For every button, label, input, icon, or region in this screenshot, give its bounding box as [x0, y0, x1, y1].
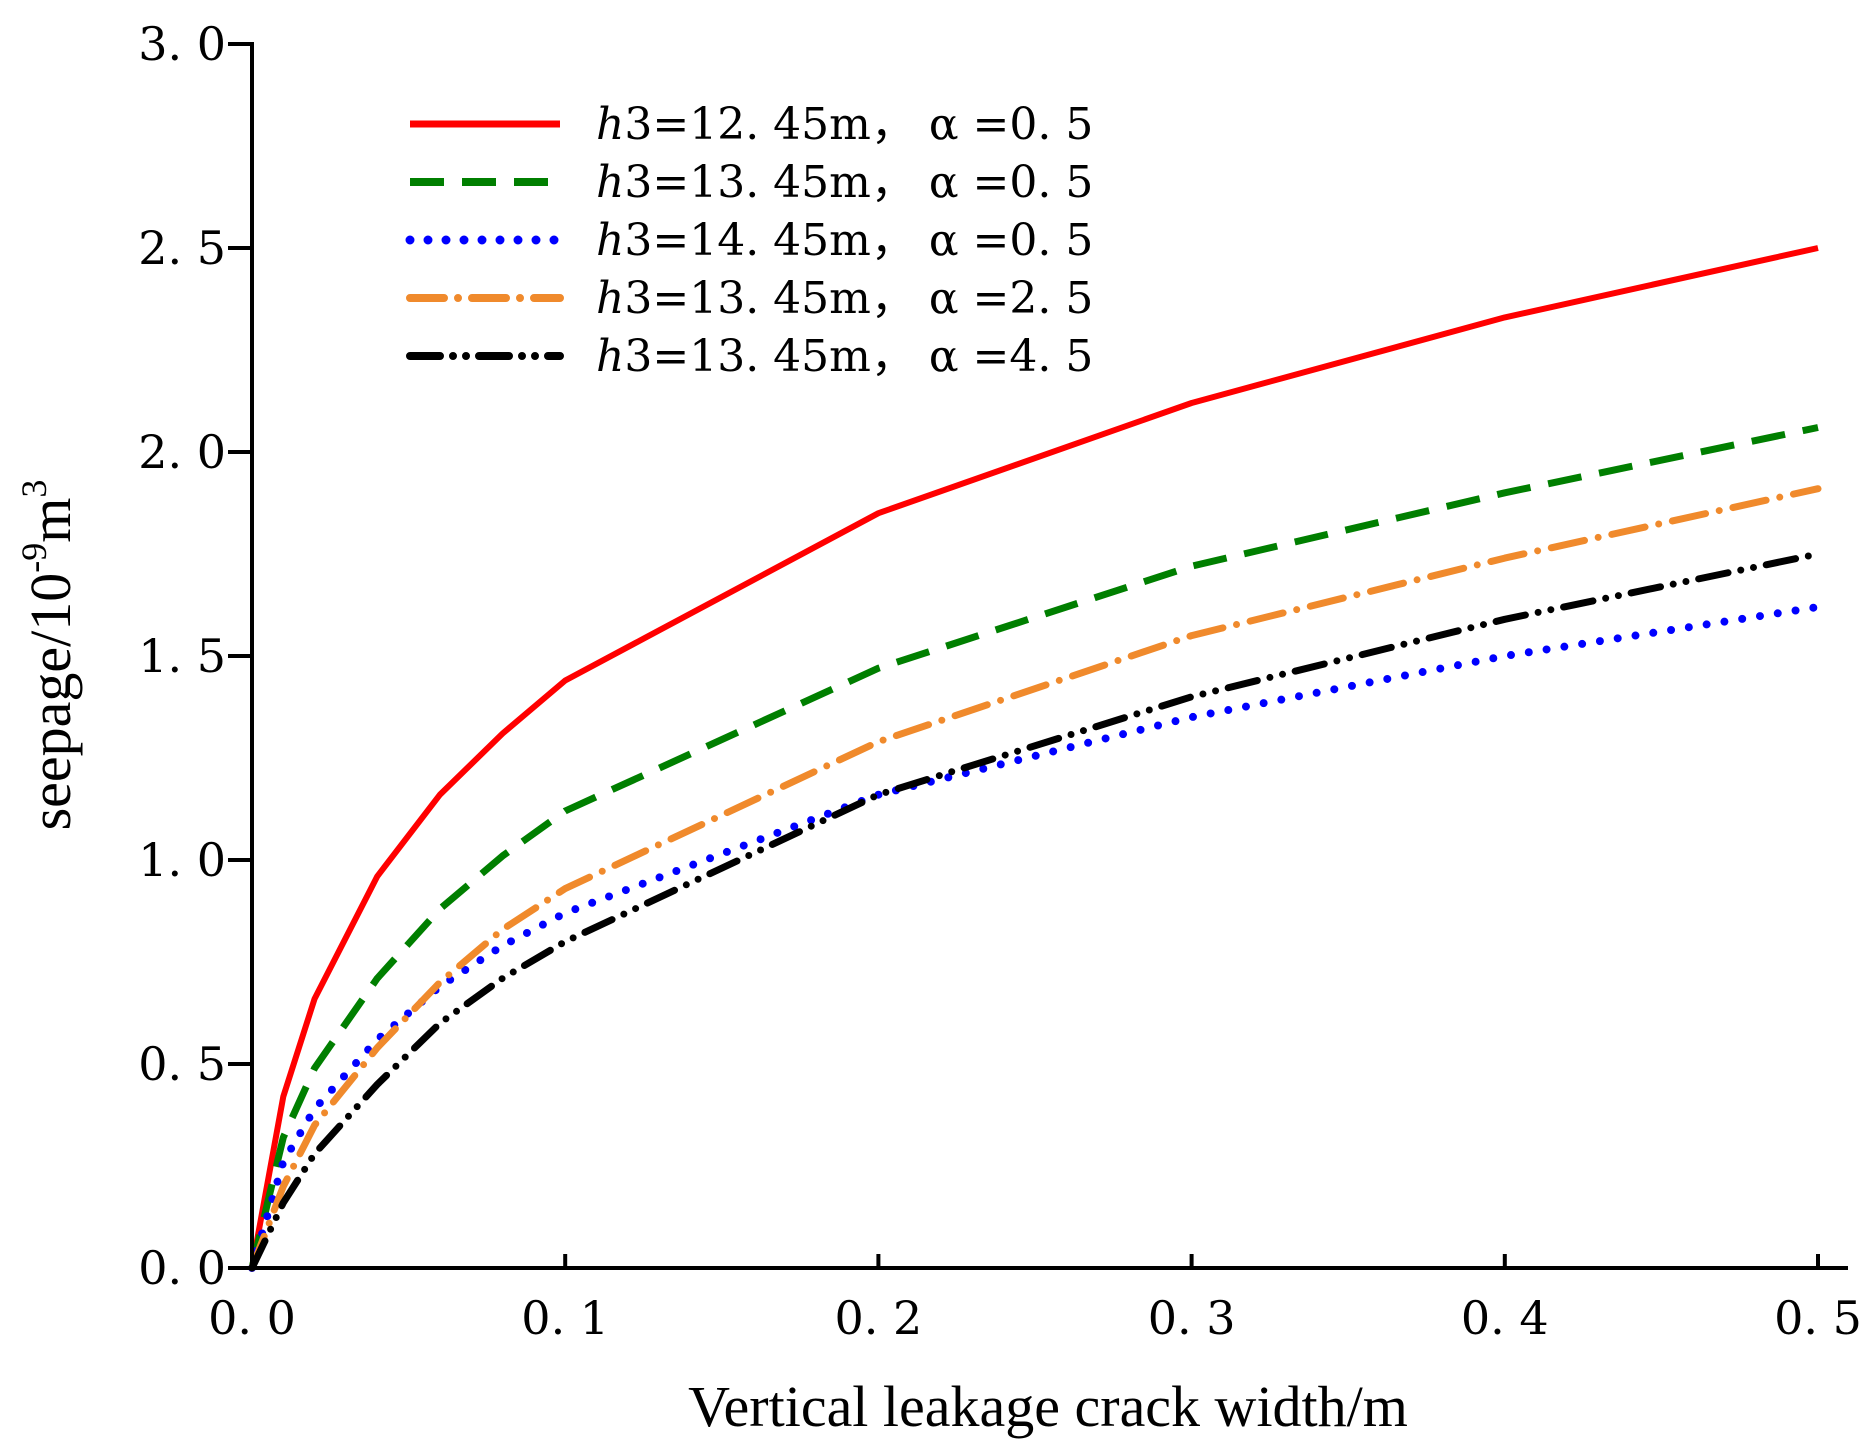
legend-label-italic: h [596, 331, 624, 382]
y-axis-title: seepage/10-9m3 [14, 480, 83, 831]
y-tick-label: 1. 5 [138, 629, 226, 683]
series-line-5 [248, 550, 1822, 1272]
plot-lines [248, 245, 1822, 1272]
legend-label-rest: 3=13. 45m， α =0. 5 [624, 157, 1093, 208]
legend-label-5: h3=13. 45m， α =4. 5 [596, 331, 1093, 382]
x-tick-label: 0. 4 [1461, 1291, 1549, 1345]
x-tick-label: 0. 3 [1148, 1291, 1236, 1345]
y-tick-label: 2. 5 [138, 221, 226, 275]
x-tick-label: 0. 5 [1774, 1291, 1862, 1345]
series-line-3 [248, 603, 1822, 1272]
legend-label-2: h3=13. 45m， α =0. 5 [596, 157, 1093, 208]
legend-label-italic: h [596, 99, 624, 150]
legend-label-rest: 3=14. 45m， α =0. 5 [624, 215, 1093, 266]
y-axis-title-unit: m [18, 498, 83, 543]
y-axis-title-unit-exponent: 3 [14, 480, 54, 498]
legend-label-4: h3=13. 45m， α =2. 5 [596, 273, 1093, 324]
x-tick-label: 0. 1 [521, 1291, 609, 1345]
legend: h3=12. 45m， α =0. 5h3=13. 45m， α =0. 5h3… [405, 99, 1093, 382]
y-tick-label: 1. 0 [138, 833, 226, 887]
y-tick-label: 2. 0 [138, 425, 226, 479]
legend-label-rest: 3=13. 45m， α =4. 5 [624, 331, 1093, 382]
series-line-2 [248, 424, 1819, 1269]
legend-label-rest: 3=13. 45m， α =2. 5 [624, 273, 1093, 324]
legend-label-italic: h [596, 215, 624, 266]
legend-label-italic: h [596, 157, 624, 208]
y-tick-label: 3. 0 [138, 17, 226, 71]
legend-label-3: h3=14. 45m， α =0. 5 [596, 215, 1093, 266]
legend-label-rest: 3=12. 45m， α =0. 5 [624, 99, 1093, 150]
ticks: 0. 0 0. 1 0. 2 0. 3 0. 4 0. 5 0. 0 0. 5 1. 0 1. 5… [138, 17, 1862, 1345]
y-axis-title-base: seepage/10 [18, 573, 83, 831]
series-line-4 [248, 485, 1822, 1272]
legend-label-1: h3=12. 45m， α =0. 5 [596, 99, 1093, 150]
series-line-1 [249, 245, 1819, 1269]
y-tick-label: 0. 5 [138, 1037, 226, 1091]
x-axis-title: Vertical leakage crack width/m [688, 1374, 1408, 1439]
y-axis-title-exponent: -9 [14, 543, 54, 573]
y-tick-label: 0. 0 [138, 1241, 226, 1295]
x-tick-label: 0. 0 [208, 1291, 296, 1345]
x-tick-label: 0. 2 [835, 1291, 923, 1345]
legend-label-italic: h [596, 273, 624, 324]
